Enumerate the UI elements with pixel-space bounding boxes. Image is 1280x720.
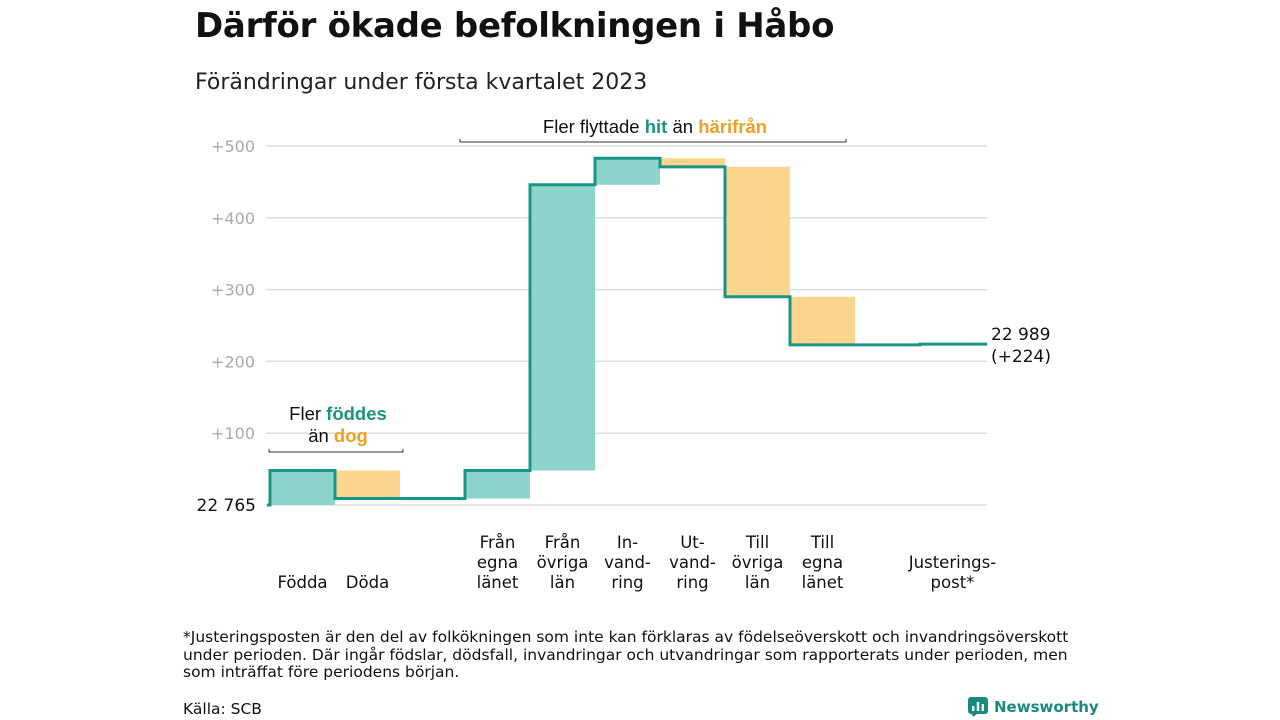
waterfall-bar	[335, 470, 400, 499]
waterfall-bar	[790, 296, 855, 345]
y-tick-label: +200	[211, 352, 255, 371]
waterfall-bar	[725, 166, 790, 297]
category-label: Födda	[277, 573, 327, 592]
y-tick-label: +100	[211, 424, 255, 443]
end-change-label: (+224)	[991, 347, 1051, 367]
start-value-label: 22 765	[197, 496, 256, 516]
waterfall-bar	[530, 184, 595, 471]
category-label: länet	[477, 573, 519, 592]
category-label: övriga	[732, 553, 784, 572]
waterfall-chart: +100 +200 +300 +400 +500 22 765 22 989(+224) Fö…	[197, 116, 1051, 592]
births-annotation-line1: Fler föddes	[289, 403, 387, 424]
waterfall-bar	[270, 470, 335, 505]
y-tick-label: +400	[211, 209, 255, 228]
category-label: post*	[931, 573, 975, 592]
footnote: *Justeringsposten är den del av folkökni…	[183, 628, 1069, 681]
category-label: Från	[545, 533, 581, 552]
category-label: Döda	[346, 573, 389, 592]
y-tick-label: +500	[211, 137, 255, 156]
end-value-label: 22 989	[991, 325, 1050, 345]
chart-subtitle: Förändringar under första kvartalet 2023	[195, 70, 648, 95]
newsworthy-brand-name: Newsworthy	[994, 698, 1099, 716]
newsworthy-logo[interactable]: Newsworthy	[968, 697, 1099, 717]
newsworthy-logo-icon	[968, 697, 988, 717]
category-label: Ut-	[680, 533, 705, 552]
cumulative-step-line	[267, 156, 987, 507]
category-label: egna	[477, 553, 518, 572]
source-label: Källa: SCB	[183, 700, 262, 718]
category-label: ring	[611, 573, 643, 592]
category-label: övriga	[537, 553, 589, 572]
category-label: ring	[676, 573, 708, 592]
chart-title: Därför ökade befolkningen i Håbo	[195, 6, 835, 46]
births-annotation-line2: än dog	[308, 425, 368, 446]
category-label: län	[745, 573, 770, 592]
migration-annotation: Fler flyttade hit än härifrån	[543, 116, 767, 137]
category-label: egna	[802, 553, 843, 572]
waterfall-bar	[595, 158, 660, 185]
category-label: Till	[745, 533, 769, 552]
category-label: vand-	[604, 553, 651, 572]
waterfall-bar	[465, 470, 530, 499]
y-tick-label: +300	[211, 281, 255, 300]
category-label: vand-	[669, 553, 716, 572]
migration-annotation-bracket	[459, 139, 847, 143]
category-label: In-	[617, 533, 638, 552]
waterfall-bar	[660, 158, 725, 167]
category-label: Till	[810, 533, 834, 552]
category-label: länet	[802, 573, 844, 592]
category-label: län	[550, 573, 575, 592]
births-annotation-bracket	[268, 449, 404, 453]
category-label: Från	[480, 533, 516, 552]
category-label: Justerings-	[908, 553, 996, 572]
